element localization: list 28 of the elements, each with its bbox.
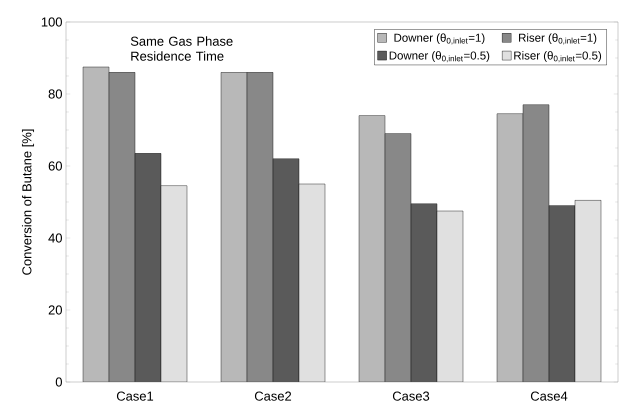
legend-label: Downer (θ$_{0,inlet}$=1): [394, 33, 484, 45]
bar: [272, 158, 300, 382]
bar: [410, 204, 438, 382]
legend-label: Downer (θ$_{0,inlet}$=0.5): [390, 51, 490, 62]
x-tick-label: Case4: [530, 392, 568, 401]
x-tick-label: Case2: [254, 392, 292, 401]
bar: [358, 115, 386, 382]
bar: [220, 72, 248, 382]
bar: [135, 153, 161, 382]
x-tick-label: Case3: [392, 392, 430, 401]
bar: [436, 210, 464, 382]
y-tick-label: 0: [56, 377, 62, 387]
y-axis-title: Conversion of Butane [%]: [22, 130, 34, 275]
y-tick-label: 20: [48, 305, 62, 315]
x-tick-label: Case1: [116, 392, 154, 401]
y-tick-label: 40: [48, 233, 62, 243]
bar: [548, 205, 576, 382]
bar: [83, 66, 109, 382]
bar: [298, 184, 326, 382]
y-tick-label: 60: [48, 161, 62, 171]
legend-label: Riser (θ$_{0,inlet}$=1): [519, 33, 596, 45]
bar: [496, 114, 524, 382]
bar: [161, 186, 187, 382]
y-tick-label: 100: [42, 17, 62, 27]
bar: [574, 200, 602, 382]
y-tick-label: 80: [48, 89, 62, 99]
legend-label: Riser (θ$_{0,inlet}$=0.5): [514, 51, 602, 62]
annotation: Same Gas Phase Residence Time: [130, 36, 233, 61]
